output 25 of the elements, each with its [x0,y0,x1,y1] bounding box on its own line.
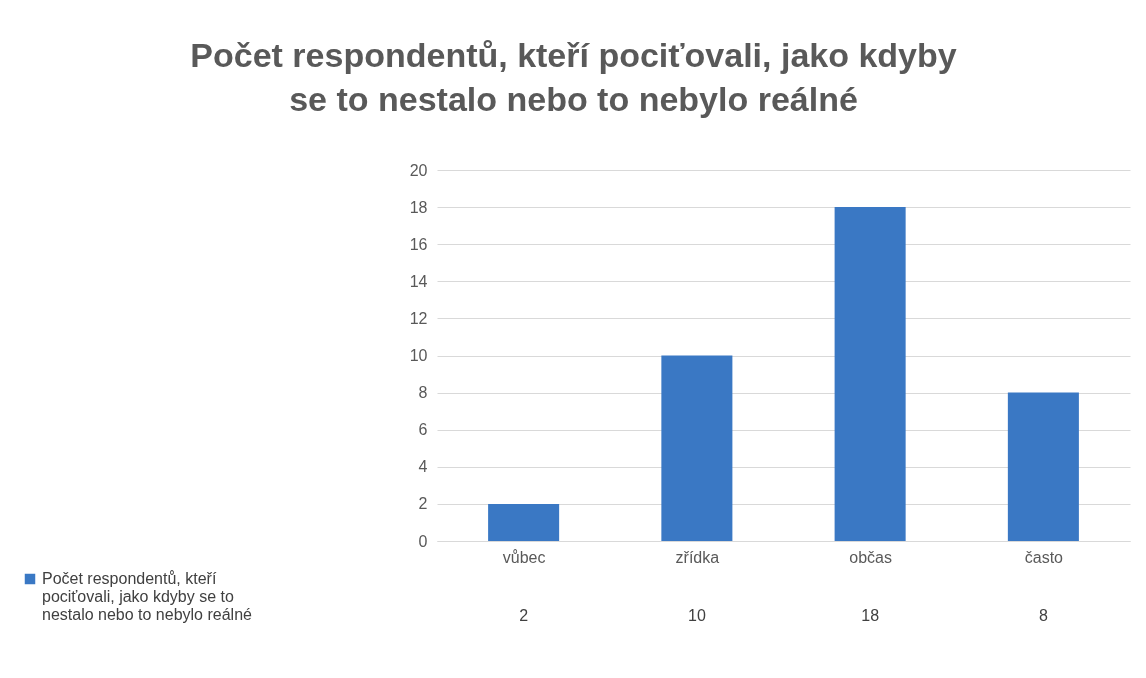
x-tick-label: zřídka [675,548,720,566]
bar [1007,392,1079,541]
x-tick-label: občas [849,548,892,566]
y-tick-label: 14 [409,272,428,290]
y-tick-label: 8 [418,384,428,402]
y-tick-label: 12 [409,309,428,327]
data-label: 8 [1038,607,1048,624]
data-label: 18 [861,607,880,624]
data-label: 2 [519,607,529,624]
y-tick-label: 0 [418,532,428,550]
bar [488,503,560,541]
legend-label: Počet respondentů, kteří pociťovali, jako kdyby se to nestalo nebo to nebylo reálné [42,570,253,623]
y-tick-label: 10 [409,347,428,364]
bar [661,355,733,541]
y-tick-label: 6 [418,421,428,439]
y-tick-label: 20 [409,161,428,179]
data-label: 10 [687,607,706,624]
bar [834,207,906,541]
y-tick-label: 18 [409,198,428,216]
x-tick-label: často [1024,548,1064,566]
y-tick-label: 4 [418,458,428,476]
y-tick-label: 16 [409,235,428,253]
chart-title: Počet respondentů, kteří pociťovali, jako kdyby se to nestalo nebo to nebylo reálné [190,36,957,118]
x-tick-label: vůbec [502,548,546,566]
y-tick-label: 2 [418,495,428,513]
